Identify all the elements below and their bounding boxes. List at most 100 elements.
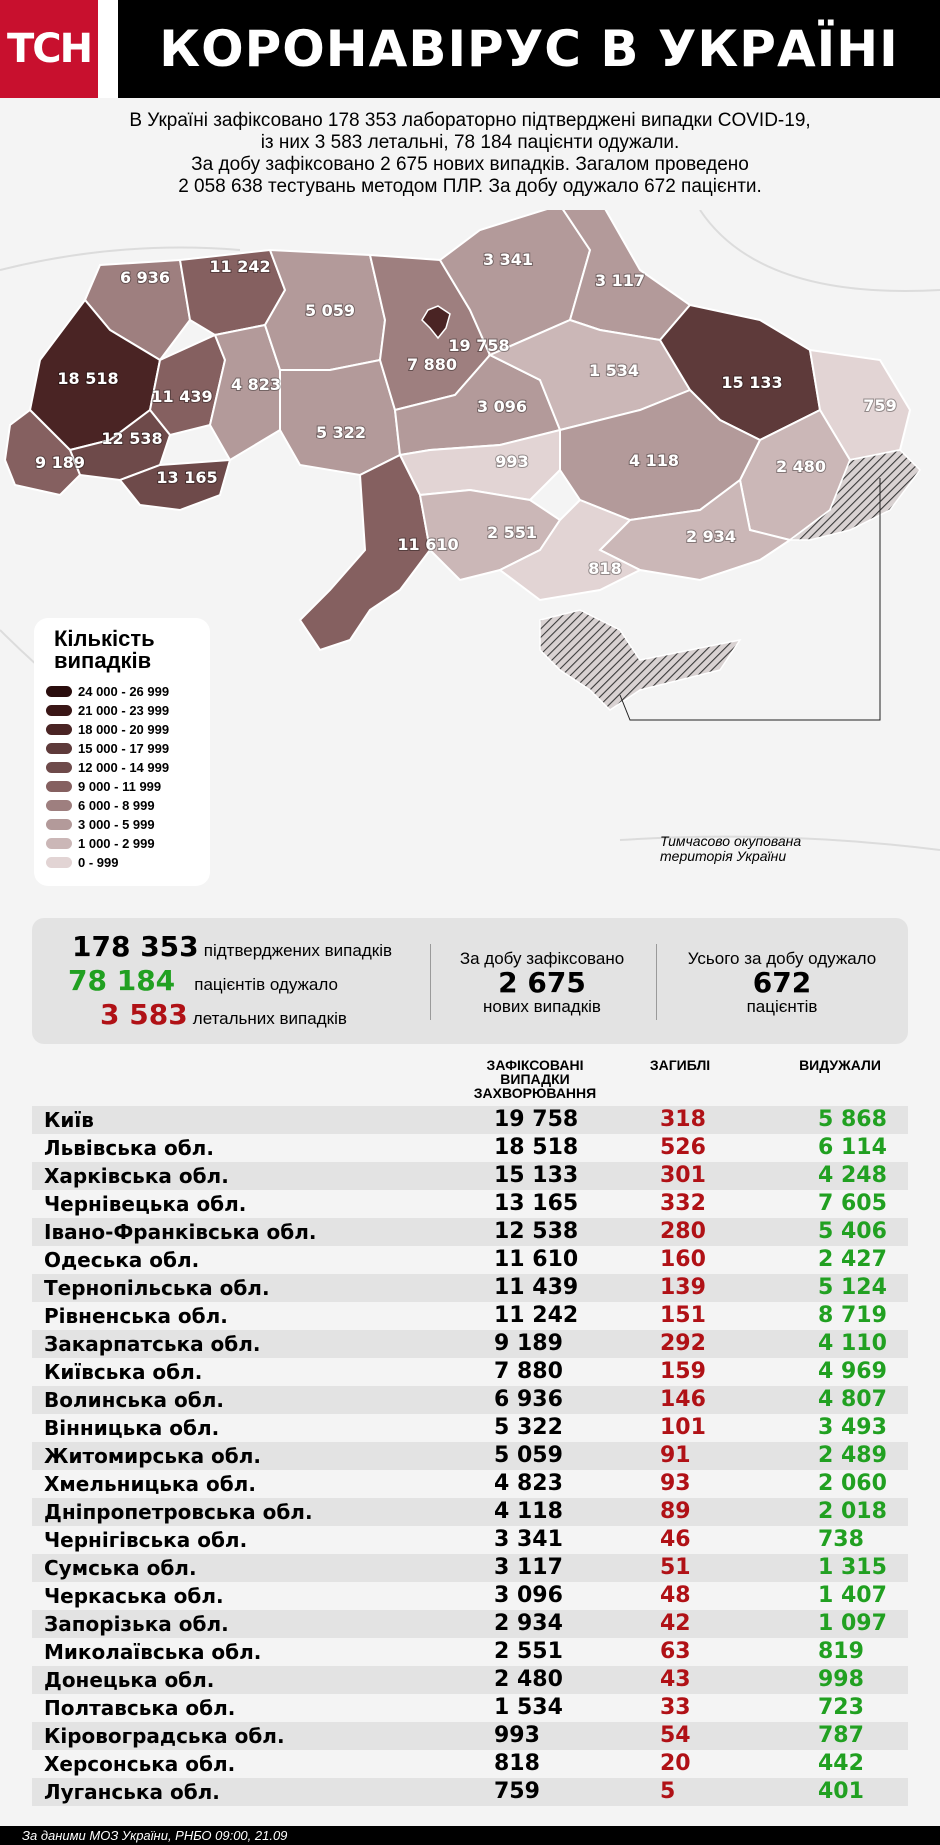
table-row: Тернопільська обл. 11 439 139 5 124 — [32, 1274, 908, 1302]
map-label-donetsk: 2 480 — [776, 457, 826, 476]
header-recovered: ВИДУЖАЛИ — [799, 1057, 881, 1073]
cases-cell: 19 758 — [494, 1107, 579, 1132]
region-name: Хмельницька обл. — [44, 1472, 256, 1496]
region-name: Львівська обл. — [44, 1136, 214, 1160]
cases-cell: 9 189 — [494, 1331, 563, 1356]
deaths-cell: 318 — [660, 1107, 706, 1132]
legend-title-line: випадків — [54, 648, 152, 673]
legend-swatch — [46, 800, 72, 811]
table-row: Запорізька обл. 2 934 42 1 097 — [32, 1610, 908, 1638]
table-row: Полтавська обл. 1 534 33 723 — [32, 1694, 908, 1722]
table-row: Львівська обл. 18 518 526 6 114 — [32, 1134, 908, 1162]
table-row: Волинська обл. 6 936 146 4 807 — [32, 1386, 908, 1414]
table-row: Хмельницька обл. 4 823 93 2 060 — [32, 1470, 908, 1498]
recovered-cell: 4 110 — [818, 1331, 887, 1356]
region-name: Черкаська обл. — [44, 1584, 224, 1608]
table-row: Житомирська обл. 5 059 91 2 489 — [32, 1442, 908, 1470]
summary-box: 178 353 підтверджених випадків 78 184 па… — [32, 918, 908, 1044]
header-cases-line: ЗАХВОРЮВАННЯ — [473, 1085, 597, 1101]
daily-rec-label: Усього за добу одужало — [687, 949, 877, 968]
legend-swatch — [46, 819, 72, 830]
region-table: Київ 19 758 318 5 868 Львівська обл. 18 518 52… — [32, 1106, 908, 1806]
legend-title: Кількість випадків — [54, 628, 198, 672]
cases-cell: 15 133 — [494, 1163, 579, 1188]
cases-cell: 11 439 — [494, 1275, 579, 1300]
intro-line: За добу зафіксовано 2 675 нових випадків… — [191, 154, 749, 175]
summary-recovered: 78 184 пацієнтів одужало — [68, 964, 338, 997]
legend-item: 24 000 - 26 999 — [46, 682, 198, 701]
recovered-cell: 7 605 — [818, 1191, 887, 1216]
region-ivano-frankivsk — [68, 408, 172, 482]
legend-item: 9 000 - 11 999 — [46, 777, 198, 796]
confirmed-number: 178 353 — [72, 930, 199, 963]
region-name: Чернівецька обл. — [44, 1192, 247, 1216]
intro-text: В Україні зафіксовано 178 353 лабораторн… — [20, 110, 920, 198]
daily-new-number: 2 675 — [498, 966, 586, 999]
legend-item: 18 000 - 20 999 — [46, 720, 198, 739]
legend-swatch — [46, 705, 72, 716]
recovered-cell: 3 493 — [818, 1415, 887, 1440]
map-label-luhansk: 759 — [863, 396, 896, 415]
recovered-cell: 738 — [818, 1527, 864, 1552]
map-label-khmelnytskyi: 4 823 — [231, 375, 281, 394]
table-row: Черкаська обл. 3 096 48 1 407 — [32, 1582, 908, 1610]
daily-new-label: За добу зафіксовано — [459, 949, 625, 968]
recovered-cell: 2 489 — [818, 1443, 887, 1468]
recovered-cell: 5 406 — [818, 1219, 887, 1244]
table-row: Дніпропетровська обл. 4 118 89 2 018 — [32, 1498, 908, 1526]
deaths-cell: 91 — [660, 1443, 691, 1468]
region-name: Житомирська обл. — [44, 1444, 261, 1468]
cases-cell: 2 480 — [494, 1667, 563, 1692]
region-name: Дніпропетровська обл. — [44, 1500, 313, 1524]
header-cases-line: ВИПАДКИ — [500, 1071, 570, 1087]
deaths-cell: 5 — [660, 1779, 676, 1804]
table-row: Вінницька обл. 5 322 101 3 493 — [32, 1414, 908, 1442]
confirmed-text: підтверджених випадків — [203, 941, 393, 960]
deaths-cell: 51 — [660, 1555, 691, 1580]
header-cases: ЗАФІКСОВАНІ ВИПАДКИ ЗАХВОРЮВАННЯ — [450, 1058, 620, 1100]
cases-cell: 5 322 — [494, 1415, 563, 1440]
legend-range: 12 000 - 14 999 — [78, 760, 170, 775]
table-row: Кіровоградська обл. 993 54 787 — [32, 1722, 908, 1750]
legend-item: 0 - 999 — [46, 853, 198, 872]
map-label-mykolaiv: 2 551 — [487, 523, 537, 542]
region-name: Вінницька обл. — [44, 1416, 220, 1440]
region-name: Запорізька обл. — [44, 1612, 229, 1636]
occupied-crimea — [539, 609, 742, 711]
legend-range: 15 000 - 17 999 — [78, 741, 170, 756]
map-label-chernihiv: 3 341 — [483, 250, 533, 269]
region-name: Полтавська обл. — [44, 1696, 236, 1720]
recovered-cell: 1 407 — [818, 1583, 887, 1608]
occupied-donbas — [787, 449, 921, 541]
region-chernivtsi — [118, 458, 232, 512]
region-zakarpattia — [3, 408, 82, 497]
map-legend: Кількість випадків 24 000 - 26 999 21 000… — [34, 618, 210, 886]
recovered-cell: 2 060 — [818, 1471, 887, 1496]
deaths-cell: 159 — [660, 1359, 706, 1384]
region-kyiv-city — [421, 305, 451, 340]
source-footer: За даними МОЗ України, РНБО 09:00, 21.09 — [0, 1826, 940, 1845]
legend-title-line: Кількість — [54, 626, 155, 651]
recovered-cell: 819 — [818, 1639, 864, 1664]
legend-range: 6 000 - 8 999 — [78, 798, 155, 813]
map-label-zhytomyr: 5 059 — [305, 301, 355, 320]
recovered-cell: 4 248 — [818, 1163, 887, 1188]
legend-item: 6 000 - 8 999 — [46, 796, 198, 815]
intro-line: 2 058 638 тестувань методом ПЛР. За добу… — [178, 176, 762, 197]
legend-item: 12 000 - 14 999 — [46, 758, 198, 777]
map-svg: 6 936 11 242 18 518 11 439 12 538 9 189 … — [0, 210, 940, 851]
header-dead: ЗАГИБЛІ — [649, 1057, 711, 1073]
deaths-cell: 89 — [660, 1499, 691, 1524]
legend-swatch — [46, 762, 72, 773]
map-label-rivne: 11 242 — [209, 257, 270, 276]
deaths-cell: 139 — [660, 1275, 706, 1300]
deaths-cell: 48 — [660, 1583, 691, 1608]
legend-swatch — [46, 743, 72, 754]
deaths-number: 3 583 — [100, 998, 188, 1031]
map-label-ivano-frankivsk: 12 538 — [101, 429, 162, 448]
map-label-poltava: 1 534 — [589, 361, 639, 380]
table-row: Харківська обл. 15 133 301 4 248 — [32, 1162, 908, 1190]
region-name: Київська обл. — [44, 1360, 203, 1384]
cases-cell: 4 823 — [494, 1471, 563, 1496]
deaths-cell: 33 — [660, 1695, 691, 1720]
